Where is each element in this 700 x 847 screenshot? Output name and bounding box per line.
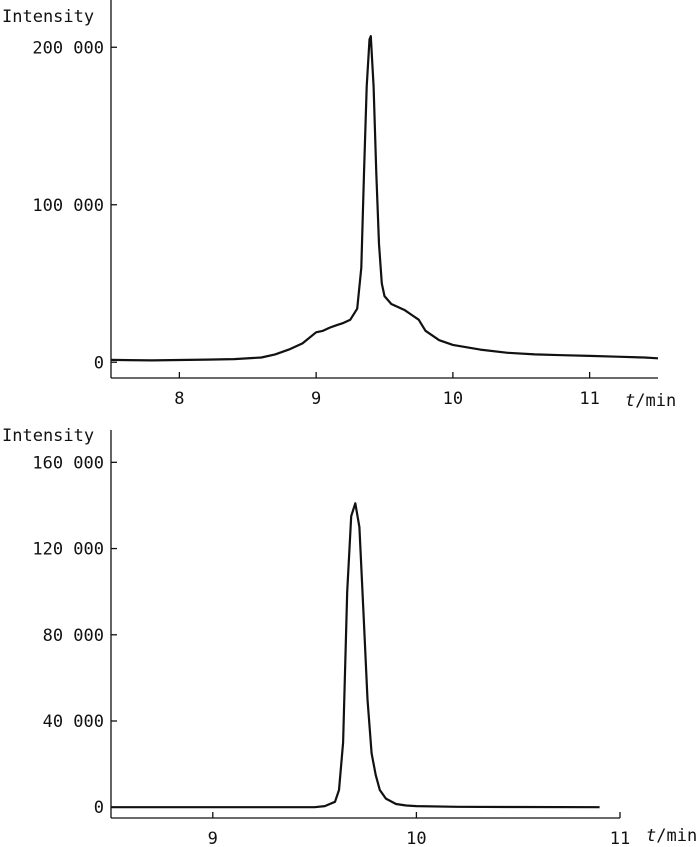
y-tick-label: 40 000 xyxy=(43,712,104,732)
series-line xyxy=(111,502,600,809)
y-ticks: 0 100 000 200 000 xyxy=(32,38,117,373)
x-tick-label: 9 xyxy=(208,829,218,847)
x-tick-label: 9 xyxy=(311,389,321,409)
x-axis-title: t/min xyxy=(625,391,676,411)
y-tick-label: 80 000 xyxy=(43,626,104,646)
x-tick-label: 8 xyxy=(174,389,184,409)
x-tick-label: 11 xyxy=(610,829,630,847)
y-axis-title: Intensity xyxy=(2,7,94,27)
y-tick-label: 120 000 xyxy=(32,540,104,560)
x-axis-unit: /min xyxy=(656,826,697,846)
chromatogram-bottom: Intensity 0 40 000 80 000 120 000 160 000 9 1… xyxy=(2,426,697,847)
y-tick-label: 0 xyxy=(94,353,104,373)
series-line xyxy=(110,35,659,362)
y-tick-label: 160 000 xyxy=(32,453,104,473)
x-tick-label: 10 xyxy=(406,829,426,847)
chromatogram-top: Intensity 0 100 000 200 000 8 9 10 11 t/min xyxy=(2,0,676,411)
y-ticks: 0 40 000 80 000 120 000 160 000 xyxy=(32,453,117,818)
x-axis-variable: t xyxy=(625,391,635,411)
x-tick-label: 11 xyxy=(579,389,599,409)
y-tick-label: 0 xyxy=(94,798,104,818)
x-axis-title: t/min xyxy=(646,826,697,846)
x-axis-unit: /min xyxy=(635,391,676,411)
x-ticks: 9 10 11 xyxy=(208,812,630,847)
x-axis-variable: t xyxy=(646,826,656,846)
y-tick-label: 100 000 xyxy=(32,196,104,216)
x-ticks: 8 9 10 11 xyxy=(174,372,600,409)
y-axis-title: Intensity xyxy=(2,426,94,446)
y-tick-label: 200 000 xyxy=(32,38,104,58)
x-tick-label: 10 xyxy=(443,389,463,409)
